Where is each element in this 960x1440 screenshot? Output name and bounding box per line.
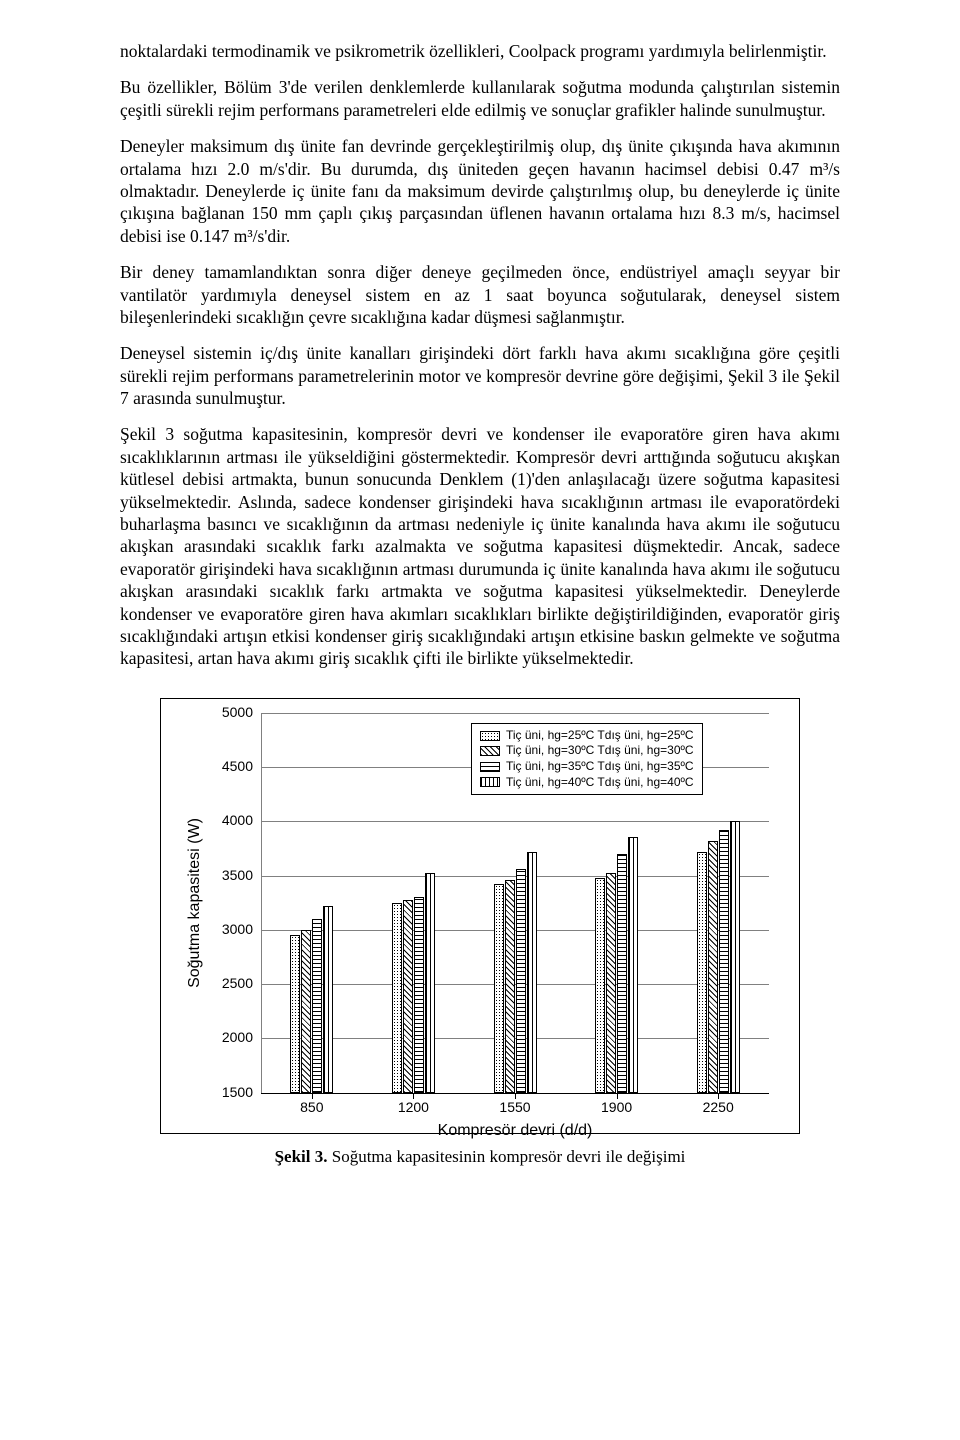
figure-caption-text: Soğutma kapasitesinin kompresör devri il… [328, 1147, 686, 1166]
figure-caption: Şekil 3. Soğutma kapasitesinin kompresör… [120, 1146, 840, 1168]
legend-row: Tiç üni, hg=35ºC Tdış üni, hg=35ºC [480, 759, 694, 775]
bar [505, 880, 515, 1093]
paragraph-2: Bu özellikler, Bölüm 3'de verilen denkle… [120, 76, 840, 121]
bar-cluster [696, 821, 740, 1092]
bar [730, 821, 740, 1092]
bar [312, 919, 322, 1093]
legend-swatch [480, 746, 500, 756]
legend-label: Tiç üni, hg=25ºC Tdış üni, hg=25ºC [506, 728, 694, 744]
chart-legend: Tiç üni, hg=25ºC Tdış üni, hg=25ºCTiç ün… [471, 723, 703, 795]
legend-row: Tiç üni, hg=40ºC Tdış üni, hg=40ºC [480, 775, 694, 791]
bar [628, 837, 638, 1093]
paragraph-6: Şekil 3 soğutma kapasitesinin, kompresör… [120, 423, 840, 669]
x-tick-label: 850 [300, 1099, 323, 1117]
bar [323, 906, 333, 1093]
bar [301, 930, 311, 1093]
bar [719, 830, 729, 1093]
x-axis-label: Kompresör devri (d/d) [438, 1121, 593, 1141]
y-tick-label: 2000 [193, 1030, 261, 1048]
plot-area: 1500200025003000350040004500500085012001… [261, 713, 769, 1093]
legend-swatch [480, 762, 500, 772]
x-tick-label: 1900 [601, 1099, 632, 1117]
bar [708, 841, 718, 1093]
bar [527, 852, 537, 1093]
bar [494, 884, 504, 1092]
x-tick-label: 1200 [398, 1099, 429, 1117]
gridline [261, 713, 769, 714]
legend-row: Tiç üni, hg=30ºC Tdış üni, hg=30ºC [480, 743, 694, 759]
x-tick-label: 2250 [703, 1099, 734, 1117]
bar [414, 897, 424, 1092]
bar [516, 869, 526, 1093]
bar [425, 873, 435, 1092]
y-tick-label: 4500 [193, 758, 261, 776]
paragraph-4: Bir deney tamamlandıktan sonra diğer den… [120, 261, 840, 328]
bar [617, 854, 627, 1093]
figure-caption-label: Şekil 3. [275, 1147, 328, 1166]
y-axis-label: Soğutma kapasitesi (W) [185, 818, 205, 988]
bar-cluster [391, 873, 435, 1092]
paragraph-5: Deneysel sistemin iç/dış ünite kanalları… [120, 342, 840, 409]
bar [392, 903, 402, 1093]
bar-cluster [595, 837, 639, 1093]
y-tick-label: 1500 [193, 1084, 261, 1102]
bar-cluster [290, 906, 334, 1093]
gridline [261, 821, 769, 822]
x-tick-label: 1550 [499, 1099, 530, 1117]
bar [290, 935, 300, 1092]
legend-label: Tiç üni, hg=35ºC Tdış üni, hg=35ºC [506, 759, 694, 775]
bar-cluster [493, 852, 537, 1093]
legend-swatch [480, 731, 500, 741]
y-axis-line [261, 713, 262, 1093]
bar [403, 900, 413, 1093]
legend-label: Tiç üni, hg=40ºC Tdış üni, hg=40ºC [506, 775, 694, 791]
bar [595, 878, 605, 1093]
y-tick-label: 5000 [193, 704, 261, 722]
legend-swatch [480, 777, 500, 787]
paragraph-3: Deneyler maksimum dış ünite fan devrinde… [120, 135, 840, 247]
legend-label: Tiç üni, hg=30ºC Tdış üni, hg=30ºC [506, 743, 694, 759]
legend-row: Tiç üni, hg=25ºC Tdış üni, hg=25ºC [480, 728, 694, 744]
bar [606, 873, 616, 1092]
cooling-capacity-chart: 1500200025003000350040004500500085012001… [160, 698, 800, 1134]
paragraph-1: noktalardaki termodinamik ve psikrometri… [120, 40, 840, 62]
bar [697, 852, 707, 1093]
